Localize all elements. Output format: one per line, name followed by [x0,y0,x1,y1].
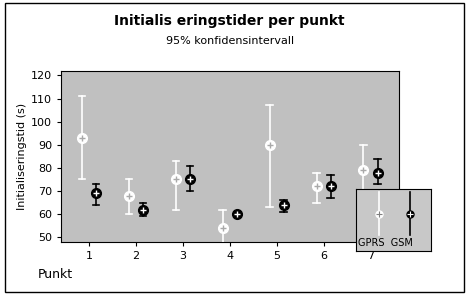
Text: 95% konfidensintervall: 95% konfidensintervall [166,36,294,46]
Text: Initialis eringstider per punkt: Initialis eringstider per punkt [114,14,345,28]
Text: Punkt: Punkt [38,268,73,281]
Text: GPRS  GSM: GPRS GSM [358,238,413,248]
Y-axis label: Initialiseringstid (s): Initialiseringstid (s) [17,103,27,210]
